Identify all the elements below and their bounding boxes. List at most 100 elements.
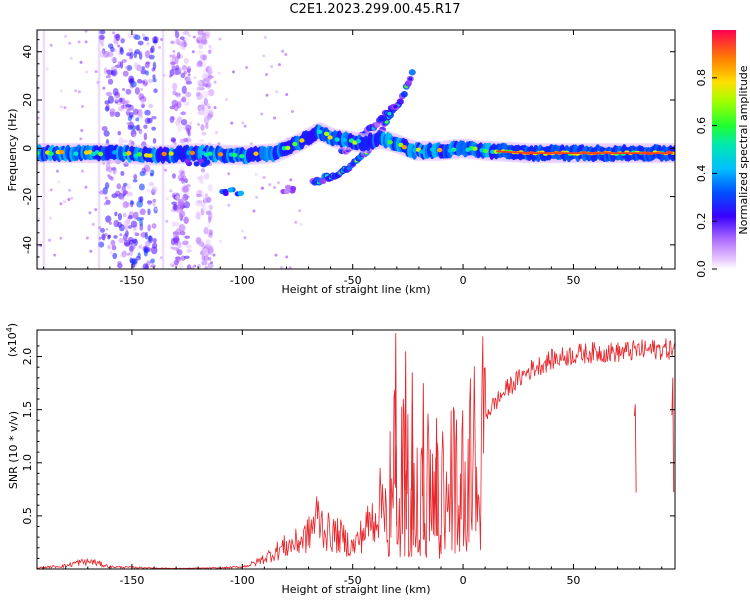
- noise-dot: [165, 219, 169, 223]
- noise-dot: [262, 54, 266, 58]
- noise-dot: [201, 106, 209, 116]
- noise-dot: [123, 219, 128, 228]
- noise-dot: [213, 106, 217, 110]
- x-tick-label: -100: [230, 274, 255, 287]
- noise-dot: [79, 137, 83, 141]
- noise-dot: [183, 201, 191, 209]
- band-core: [189, 150, 196, 156]
- noise-dot: [104, 106, 110, 112]
- noise-dot: [277, 181, 281, 185]
- noise-dot: [202, 54, 208, 61]
- noise-dot: [140, 68, 147, 75]
- noise-dot: [169, 116, 175, 124]
- noise-column: [127, 33, 159, 269]
- y-tick-label: 1.0: [21, 454, 34, 472]
- heatmap-frame: [36, 29, 676, 270]
- noise-dot: [121, 59, 127, 63]
- noise-dot: [88, 211, 92, 215]
- noise-dot: [98, 226, 102, 230]
- noise-dot: [171, 201, 177, 205]
- noise-dot: [116, 183, 122, 190]
- noise-dot: [129, 250, 134, 256]
- noise-column: [195, 30, 215, 269]
- y-tick-label: 1.5: [21, 401, 34, 419]
- noise-dot: [106, 51, 114, 57]
- noise-dot: [105, 168, 109, 172]
- noise-dot: [184, 124, 192, 132]
- x-tick-label: 0: [460, 574, 467, 587]
- noise-dot: [139, 208, 146, 216]
- noise-dot: [171, 264, 175, 268]
- noise-dot: [123, 182, 128, 187]
- noise-dot: [105, 227, 109, 231]
- noise-dot: [177, 124, 183, 133]
- noise-dot: [201, 90, 209, 99]
- noise-dot: [202, 78, 206, 85]
- noise-dot: [114, 111, 121, 118]
- noise-dot: [143, 249, 148, 257]
- noise-dot: [152, 78, 157, 83]
- noise-dot: [48, 238, 52, 242]
- noise-dot: [188, 249, 192, 253]
- noise-dot: [289, 178, 293, 182]
- noise-dot: [175, 64, 180, 71]
- band-core: [161, 151, 167, 157]
- noise-dot: [147, 224, 152, 232]
- blob-dot: [237, 190, 244, 197]
- noise-dot: [207, 108, 214, 115]
- noise-dot: [148, 202, 152, 206]
- y-tick-label: 20: [21, 93, 34, 107]
- noise-dot: [294, 220, 298, 224]
- noise-dot: [105, 215, 112, 223]
- noise-dot: [169, 61, 176, 65]
- noise-dot: [112, 252, 118, 260]
- noise-dot: [208, 49, 212, 55]
- noise-dot: [180, 256, 185, 262]
- noise-dot: [186, 127, 190, 135]
- noise-dot: [263, 35, 267, 39]
- noise-dot: [212, 253, 216, 257]
- noise-dot: [205, 81, 212, 89]
- snr-plot-area: [37, 330, 675, 569]
- noise-dot: [45, 67, 49, 71]
- band-core: [482, 148, 489, 154]
- noise-dot: [150, 264, 156, 268]
- noise-dot: [172, 203, 178, 211]
- noise-dot: [178, 262, 184, 269]
- noise-dot: [134, 87, 140, 95]
- band-core: [59, 149, 65, 155]
- noise-dot: [121, 104, 125, 109]
- band-core: [37, 151, 40, 156]
- colorbar-tick-label: 0.8: [695, 69, 708, 87]
- noise-dot: [109, 108, 116, 115]
- noise-dot: [288, 266, 292, 269]
- noise-dot: [150, 258, 155, 264]
- noise-dot: [127, 121, 135, 129]
- noise-dot: [100, 228, 106, 233]
- noise-dot: [159, 256, 163, 260]
- noise-dot: [101, 233, 106, 241]
- y-tick-label: 0.5: [21, 507, 34, 525]
- band-core: [232, 152, 238, 158]
- colorbar-tick-label: 0.4: [695, 165, 708, 183]
- noise-dot: [53, 253, 57, 257]
- noise-dot: [96, 80, 100, 84]
- branch-core: [393, 104, 398, 109]
- band-core: [285, 145, 291, 151]
- noise-dot: [99, 49, 105, 58]
- noise-dot: [148, 54, 155, 60]
- band-core: [168, 151, 174, 156]
- noise-dot: [117, 130, 122, 136]
- snr-y-label: SNR (10 * v/v): [7, 411, 20, 489]
- colorbar-label: Normalized spectral amplitude: [737, 65, 750, 234]
- band-core: [97, 151, 104, 157]
- noise-dot: [110, 56, 117, 63]
- noise-dot: [134, 231, 138, 235]
- noise-dot: [179, 39, 185, 48]
- heatmap-x-label: Height of straight line (km): [281, 283, 430, 296]
- noise-dot: [198, 35, 205, 41]
- noise-dot: [132, 133, 136, 137]
- noise-dot: [153, 88, 158, 94]
- noise-dot: [183, 101, 190, 107]
- noise-dot: [189, 121, 193, 125]
